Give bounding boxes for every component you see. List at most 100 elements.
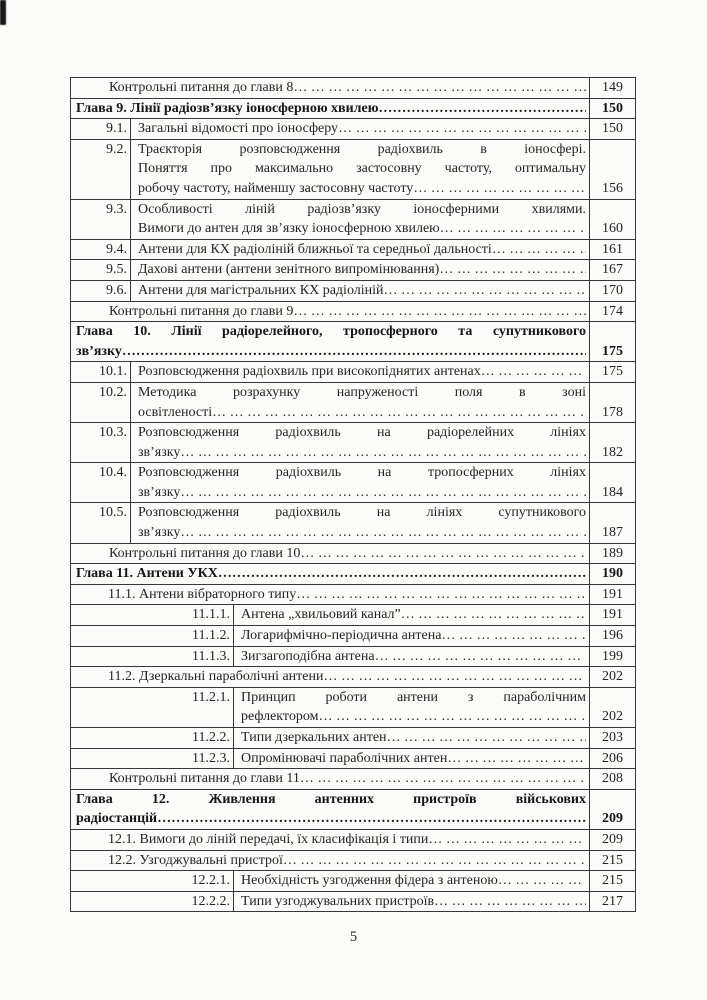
entry-title: Зигзагоподібна антена <box>241 648 375 664</box>
entry-number: 9.1. <box>71 119 131 139</box>
footer-page-number: 5 <box>349 929 358 945</box>
entry-text: Глава 11. Антени УКХ……………………………………………………… <box>71 564 589 584</box>
entry-title: Типи дзеркальних антен <box>241 730 387 745</box>
page-number-cell: 203 <box>589 728 635 748</box>
entry-title: зв’язку <box>76 343 122 359</box>
dot-leader: … … … … … … … … … … … … … … … … … … … … … <box>439 262 586 278</box>
toc-row: 11.1.2. Логарифмічно-періодична антена… …… <box>71 626 635 647</box>
entry-line: Опромінювачі параболічних антен… … … … …… <box>241 749 586 769</box>
entry-line: Особливості ліній радіозв’язку іоносферн… <box>138 201 586 217</box>
toc-row: 11.2.2. Типи дзеркальних антен… … … … … …… <box>71 728 635 749</box>
entry-number: 11.2.2. <box>71 728 234 748</box>
dot-leader: … … … … … … … … … … … … … … … … … … … … … <box>400 607 586 623</box>
entry-number: 9.5. <box>71 260 131 280</box>
entry-text: Розповсюдження радіохвиль на радіорелейн… <box>131 423 589 462</box>
entry-title: Необхідність узгодження фідера з антеною <box>241 873 498 889</box>
entry-line: зв’язку… … … … … … … … … … … … … … … … …… <box>138 483 586 503</box>
entry-text: Типи дзеркальних антен… … … … … … … … … … <box>234 728 589 748</box>
page-number: 209 <box>602 811 623 827</box>
entry-line: Загальні відомості про іоносферу… … … … … <box>138 119 586 139</box>
page-number: 189 <box>602 545 623 561</box>
entry-line: Розповсюдження радіохвиль на радіорелейн… <box>138 425 586 441</box>
entry-title: зв’язку <box>138 525 181 541</box>
entry-title: Антени для магістральних КХ радіоліній <box>138 282 384 298</box>
entry-text: Загальні відомості про іоносферу… … … … … <box>131 119 589 139</box>
entry-title: Глава 9. Лінії радіозв’язку іоносферною … <box>76 100 379 116</box>
entry-number: 11.1.2. <box>71 626 234 646</box>
entry-line: Глава 9. Лінії радіозв’язку іоносферною … <box>76 99 586 119</box>
page-number-cell: 202 <box>589 667 635 687</box>
dot-leader: …………………………………………………………………………………………………………… <box>378 100 586 116</box>
page-number: 170 <box>602 282 623 298</box>
entry-text: Розповсюдження радіохвиль на тропосферни… <box>131 463 589 502</box>
entry-title: Логарифмічно-періодична антена <box>241 628 442 644</box>
entry-text: Принцип роботи антени з параболічним рефл… <box>234 688 589 727</box>
entry-number: 11.1.3. <box>71 646 234 667</box>
page-number-cell: 167 <box>589 260 635 280</box>
entry-line: Антена „хвильовий канал”… … … … … … … … … <box>241 605 586 625</box>
entry-line: 11.1. Антени вібраторного типу… … … … … … <box>108 585 586 605</box>
toc-row: Контрольні питання до глави 8… … … … … …… <box>71 78 635 99</box>
page-number-cell: 178 <box>589 382 635 423</box>
entry-title: 11.1. Антени вібраторного типу <box>108 586 297 602</box>
entry-text: 12.2. Узгоджувальні пристрої… … … … … … … <box>71 851 589 871</box>
entry-number: 11.2.3. <box>71 748 234 769</box>
toc-row: 10.1. Розповсюдження радіохвиль при висок… <box>71 362 635 383</box>
page-number-cell: 217 <box>589 891 635 912</box>
entry-line: Траєкторія розповсюдження радіохвиль в і… <box>138 141 586 157</box>
entry-text: 12.1. Вимоги до ліній передачі, їх класи… <box>71 830 589 850</box>
entry-text: Глава 9. Лінії радіозв’язку іоносферною … <box>71 99 589 119</box>
page-number-cell: 175 <box>589 362 635 382</box>
toc-row: Глава 9. Лінії радіозв’язку іоносферною … <box>71 98 635 120</box>
toc-row: 11.2. Дзеркальні параболічні антени… … …… <box>71 667 635 688</box>
dot-leader: … … … … … … … … … … … … … … … … … … … … … <box>441 628 586 644</box>
toc-row: Контрольні питання до глави 11… … … … … … <box>71 769 635 790</box>
page-number: 182 <box>602 444 623 460</box>
entry-title: Дахові антени (антени зенітного випромін… <box>138 262 440 278</box>
entry-text: Опромінювачі параболічних антен… … … … …… <box>234 749 589 769</box>
toc-row: 9.4. Антени для КХ радіоліній ближньої та… <box>71 239 635 261</box>
toc-row: 11.2.1. Принцип роботи антени з параболіч… <box>71 687 635 728</box>
entry-title: Глава 11. Антени УКХ <box>76 566 218 582</box>
page-number-cell: 215 <box>589 871 635 891</box>
entry-line: рефлектором… … … … … … … … … … … … … … …… <box>241 707 586 727</box>
entry-title: освітленості <box>138 404 213 420</box>
page-number-cell: 209 <box>589 789 635 829</box>
entry-title: Контрольні питання до глави 8 <box>109 80 294 95</box>
page-number-cell: 209 <box>589 829 635 850</box>
toc-row: Глава 12. Живлення антенних пристроїв ві… <box>71 789 635 830</box>
entry-line: Контрольні питання до глави 11… … … … … … <box>109 769 586 789</box>
toc-row: Глава 11. Антени УКХ……………………………………………………… <box>71 564 635 585</box>
page-number: 149 <box>602 80 623 95</box>
entry-title: Антена „хвильовий канал” <box>241 607 401 623</box>
entry-line: Розповсюдження радіохвиль при високопідн… <box>138 362 586 382</box>
entry-line: 12.1. Вимоги до ліній передачі, їх класи… <box>108 830 586 850</box>
toc-row: 9.6. Антени для магістральних КХ радіолін… <box>71 280 635 302</box>
entry-line: 12.2. Узгоджувальні пристрої… … … … … … … <box>108 851 586 871</box>
page-number-cell: 156 <box>589 139 635 199</box>
dot-leader: … … … … … … … … … … … … … … … … … … … … … <box>491 241 586 257</box>
entry-line: робочу частоту, найменшу застосовну част… <box>138 179 586 199</box>
page-number: 203 <box>602 730 623 745</box>
entry-text: 11.2. Дзеркальні параболічні антени… … …… <box>71 667 589 687</box>
entry-number: 10.2. <box>71 382 131 423</box>
toc-row: 11.1.3. Зигзагоподібна антена… … … … … … … <box>71 646 635 668</box>
entry-line: зв’язку… … … … … … … … … … … … … … … … …… <box>138 523 586 543</box>
entry-number: 11.1.1. <box>71 605 234 626</box>
page-number-cell: 187 <box>589 503 635 543</box>
toc-row: 11.2.3. Опромінювачі параболічних антен… … <box>71 748 635 770</box>
entry-line: Глава 11. Антени УКХ……………………………………………………… <box>76 564 586 584</box>
dot-leader: … … … … … … … … … … … … … … … … … … … … … <box>212 404 586 420</box>
entry-number: 10.5. <box>71 503 131 543</box>
entry-text: Розповсюдження радіохвиль на лініях супу… <box>131 503 589 542</box>
page-number: 167 <box>602 262 623 278</box>
dot-leader: …………………………………………………………………………………………………………… <box>217 566 586 582</box>
entry-number: 9.3. <box>71 199 131 239</box>
toc-row: 12.2.2. Типи узгоджувальних пристроїв… … … <box>71 891 635 912</box>
entry-text: Контрольні питання до глави 9… … … … … …… <box>71 302 589 322</box>
page-number: 215 <box>602 873 623 889</box>
page-number-cell: 150 <box>589 98 635 119</box>
entry-title: Антени для КХ радіоліній ближньої та сер… <box>138 241 492 257</box>
entry-title: Вимоги до антен для зв’язку іоносферною … <box>138 221 440 237</box>
